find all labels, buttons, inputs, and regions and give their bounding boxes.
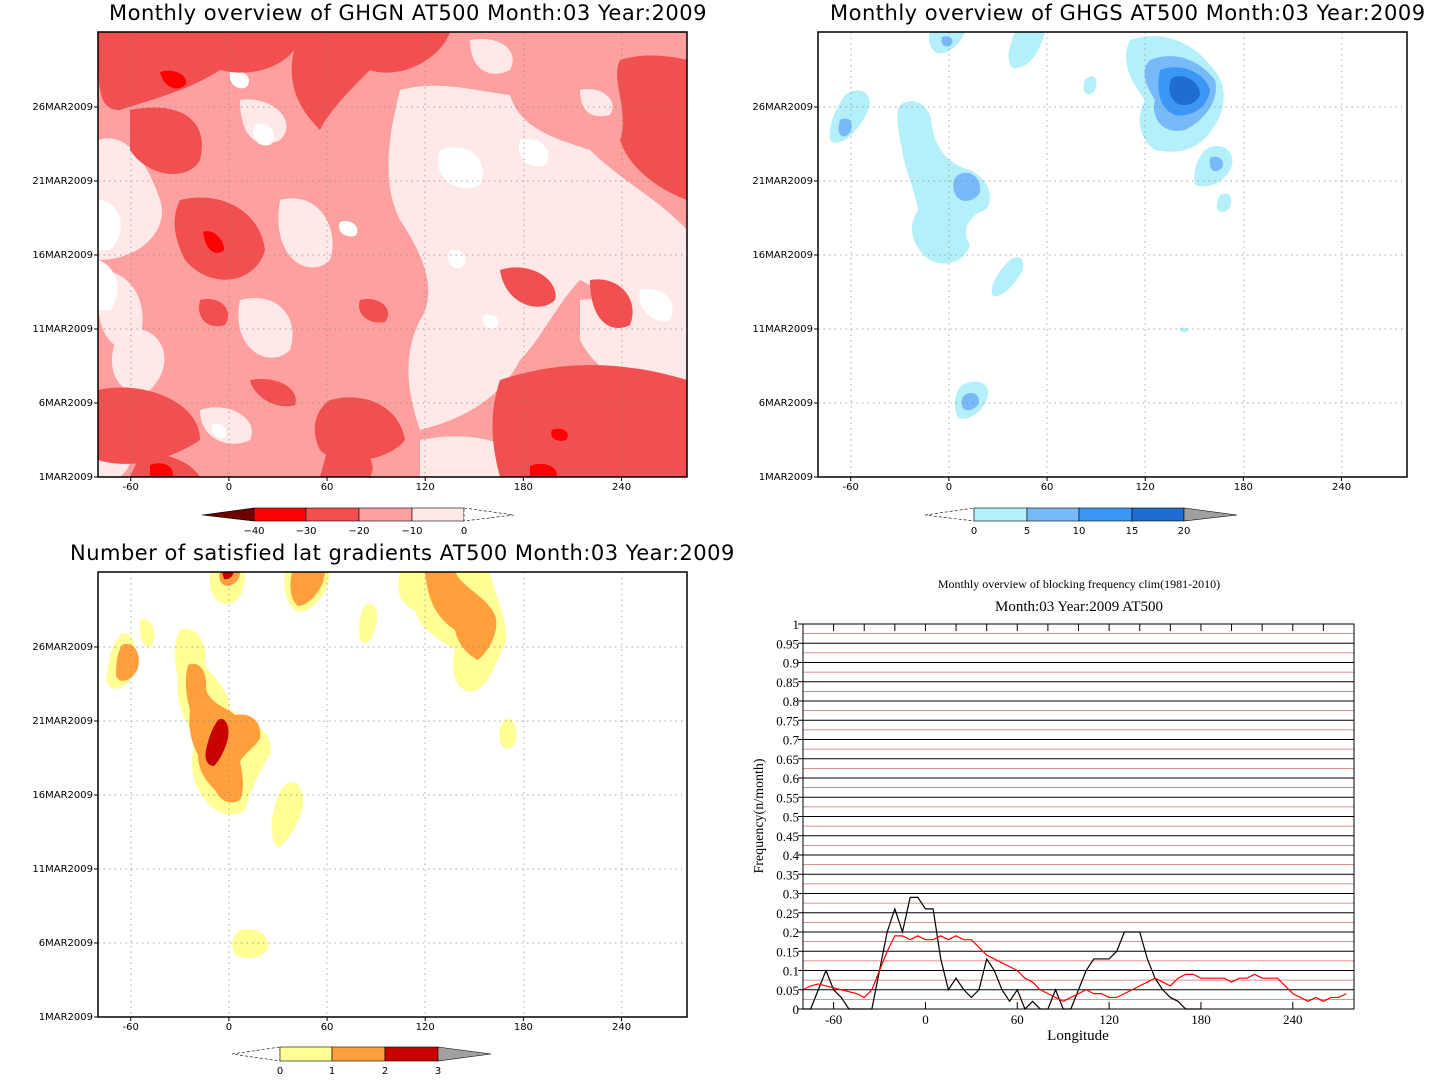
map-x-tick-label: -60 <box>123 1022 139 1033</box>
freq-ylabel: Frequency(n/month) <box>752 758 767 873</box>
map-x-tick-label: 180 <box>514 1022 533 1033</box>
freq-y-tick-label: 0.4 <box>783 848 800 863</box>
freq-y-tick-label: 0.65 <box>776 752 799 767</box>
freq-x-tick-label: 0 <box>922 1012 929 1027</box>
map-y-tick-label: 1MAR2009 <box>39 472 93 483</box>
freq-y-tick-label: 0.3 <box>783 887 799 902</box>
map-y-tick-label: 11MAR2009 <box>32 324 93 335</box>
map-x-tick-label: 240 <box>612 1022 631 1033</box>
map-y-tick-label: 1MAR2009 <box>759 472 813 483</box>
freq-x-tick-label: 180 <box>1191 1012 1211 1027</box>
freq-series <box>802 896 1347 1011</box>
map-x-tick-label: 60 <box>321 482 334 493</box>
map-x-tick-label: -60 <box>843 482 859 493</box>
map-x-tick-label: 120 <box>416 482 435 493</box>
freq-y-tick-label: 0.75 <box>776 713 799 728</box>
freq-series-black-line <box>803 896 1201 1011</box>
ghgs-cbar-label: 5 <box>1024 526 1030 537</box>
map-y-tick-label: 21MAR2009 <box>32 716 93 727</box>
grad-cbar-label: 0 <box>277 1066 283 1077</box>
map-x-tick-label: 0 <box>226 1022 232 1033</box>
freq-x-tick-label: 60 <box>1011 1012 1024 1027</box>
freq-xlabel: Longitude <box>1047 1028 1109 1044</box>
map-tick-labels: -60 0 60 120 180 2401MAR20096MAR200911MAR2009… <box>32 102 1351 1033</box>
grad-title: Number of satisfied lat gradients AT500 … <box>70 541 735 565</box>
map-y-tick-label: 26MAR2009 <box>32 642 93 653</box>
freq-tick-labels: 0 0.05 0.1 0.15 0.2 0.25 0.3 0.35 0.4 0.45 0.5 0.55… <box>776 617 1324 1027</box>
ghgn-cbar-label: −10 <box>401 526 422 537</box>
freq-y-tick-label: 0.45 <box>776 829 799 844</box>
map-x-tick-label: 60 <box>1041 482 1054 493</box>
ghgn-cbar-label: −20 <box>348 526 369 537</box>
map-x-tick-label: 120 <box>1136 482 1155 493</box>
freq-y-tick-label: 0.1 <box>783 964 799 979</box>
ghgs-cbar-label: 20 <box>1178 526 1191 537</box>
map-x-tick-label: 0 <box>226 482 232 493</box>
map-y-tick-label: 6MAR2009 <box>759 398 813 409</box>
map-x-tick-label: 120 <box>416 1022 435 1033</box>
freq-y-tick-label: 0 <box>793 1002 800 1017</box>
map-x-tick-label: 180 <box>1234 482 1253 493</box>
map-y-tick-label: 11MAR2009 <box>32 864 93 875</box>
map-x-tick-label: 0 <box>946 482 952 493</box>
freq-y-tick-label: 0.8 <box>783 694 799 709</box>
map-x-tick-label: 240 <box>1332 482 1351 493</box>
freq-y-tick-label: 0.9 <box>783 656 799 671</box>
ghgn-cbar-label: −30 <box>295 526 316 537</box>
map-x-tick-label: 60 <box>321 1022 334 1033</box>
map-x-tick-label: -60 <box>123 482 139 493</box>
freq-y-tick-label: 0.6 <box>783 771 800 786</box>
map-y-tick-label: 6MAR2009 <box>39 938 93 949</box>
freq-y-tick-label: 0.55 <box>776 790 799 805</box>
freq-y-tick-label: 0.7 <box>783 733 800 748</box>
freq-series-red-line <box>802 935 1347 1002</box>
map-y-tick-label: 1MAR2009 <box>39 1012 93 1023</box>
grad-cbar-label: 2 <box>382 1066 388 1077</box>
freq-chart: Monthly overview of blocking frequency c… <box>752 577 1355 1044</box>
freq-y-tick-label: 0.5 <box>783 810 799 825</box>
map-x-tick-label: 240 <box>612 482 631 493</box>
freq-y-tick-label: 1 <box>793 617 800 632</box>
freq-gridlines <box>803 623 1354 1010</box>
ghgs-title: Monthly overview of GHGS AT500 Month:03 … <box>830 1 1426 25</box>
ghgs-colorbar: 0 5 10 15 20 <box>924 507 1238 537</box>
ghgn-map <box>98 32 687 477</box>
map-y-tick-label: 26MAR2009 <box>752 102 813 113</box>
freq-y-tick-label: 0.05 <box>776 983 799 998</box>
freq-y-tick-label: 0.35 <box>776 867 799 882</box>
freq-title: Monthly overview of blocking frequency c… <box>938 577 1220 591</box>
grad-map <box>98 572 687 1017</box>
ghgn-title: Monthly overview of GHGN AT500 Month:03 … <box>109 1 707 25</box>
freq-x-tick-label: 120 <box>1099 1012 1119 1027</box>
freq-y-tick-label: 0.15 <box>776 944 799 959</box>
map-y-tick-label: 16MAR2009 <box>32 790 93 801</box>
freq-y-tick-label: 0.85 <box>776 675 799 690</box>
map-y-tick-label: 11MAR2009 <box>752 324 813 335</box>
grad-colorbar: 0 1 2 3 <box>231 1046 492 1077</box>
freq-subtitle: Month:03 Year:2009 AT500 <box>995 599 1163 615</box>
ghgs-cbar-label: 10 <box>1073 526 1086 537</box>
freq-y-tick-label: 0.2 <box>783 925 799 940</box>
ghgn-colorbar: −40 −30 −20 −10 0 <box>201 507 515 537</box>
ghgn-cbar-label: 0 <box>461 526 467 537</box>
ghgs-map <box>818 32 1407 477</box>
freq-y-tick-label: 0.25 <box>776 906 799 921</box>
map-y-tick-label: 6MAR2009 <box>39 398 93 409</box>
freq-y-tick-label: 0.95 <box>776 636 799 651</box>
grad-cbar-label: 3 <box>435 1066 441 1077</box>
ghgn-cbar-label: −40 <box>243 526 264 537</box>
map-y-tick-label: 21MAR2009 <box>752 176 813 187</box>
freq-x-tick-label: 240 <box>1283 1012 1303 1027</box>
map-y-tick-label: 21MAR2009 <box>32 176 93 187</box>
ghgs-cbar-label: 15 <box>1126 526 1139 537</box>
map-y-tick-label: 26MAR2009 <box>32 102 93 113</box>
freq-x-tick-label: -60 <box>825 1012 842 1027</box>
ghgs-cbar-label: 0 <box>971 526 977 537</box>
map-x-tick-label: 180 <box>514 482 533 493</box>
map-y-tick-label: 16MAR2009 <box>32 250 93 261</box>
grad-cbar-label: 1 <box>329 1066 335 1077</box>
map-y-tick-label: 16MAR2009 <box>752 250 813 261</box>
